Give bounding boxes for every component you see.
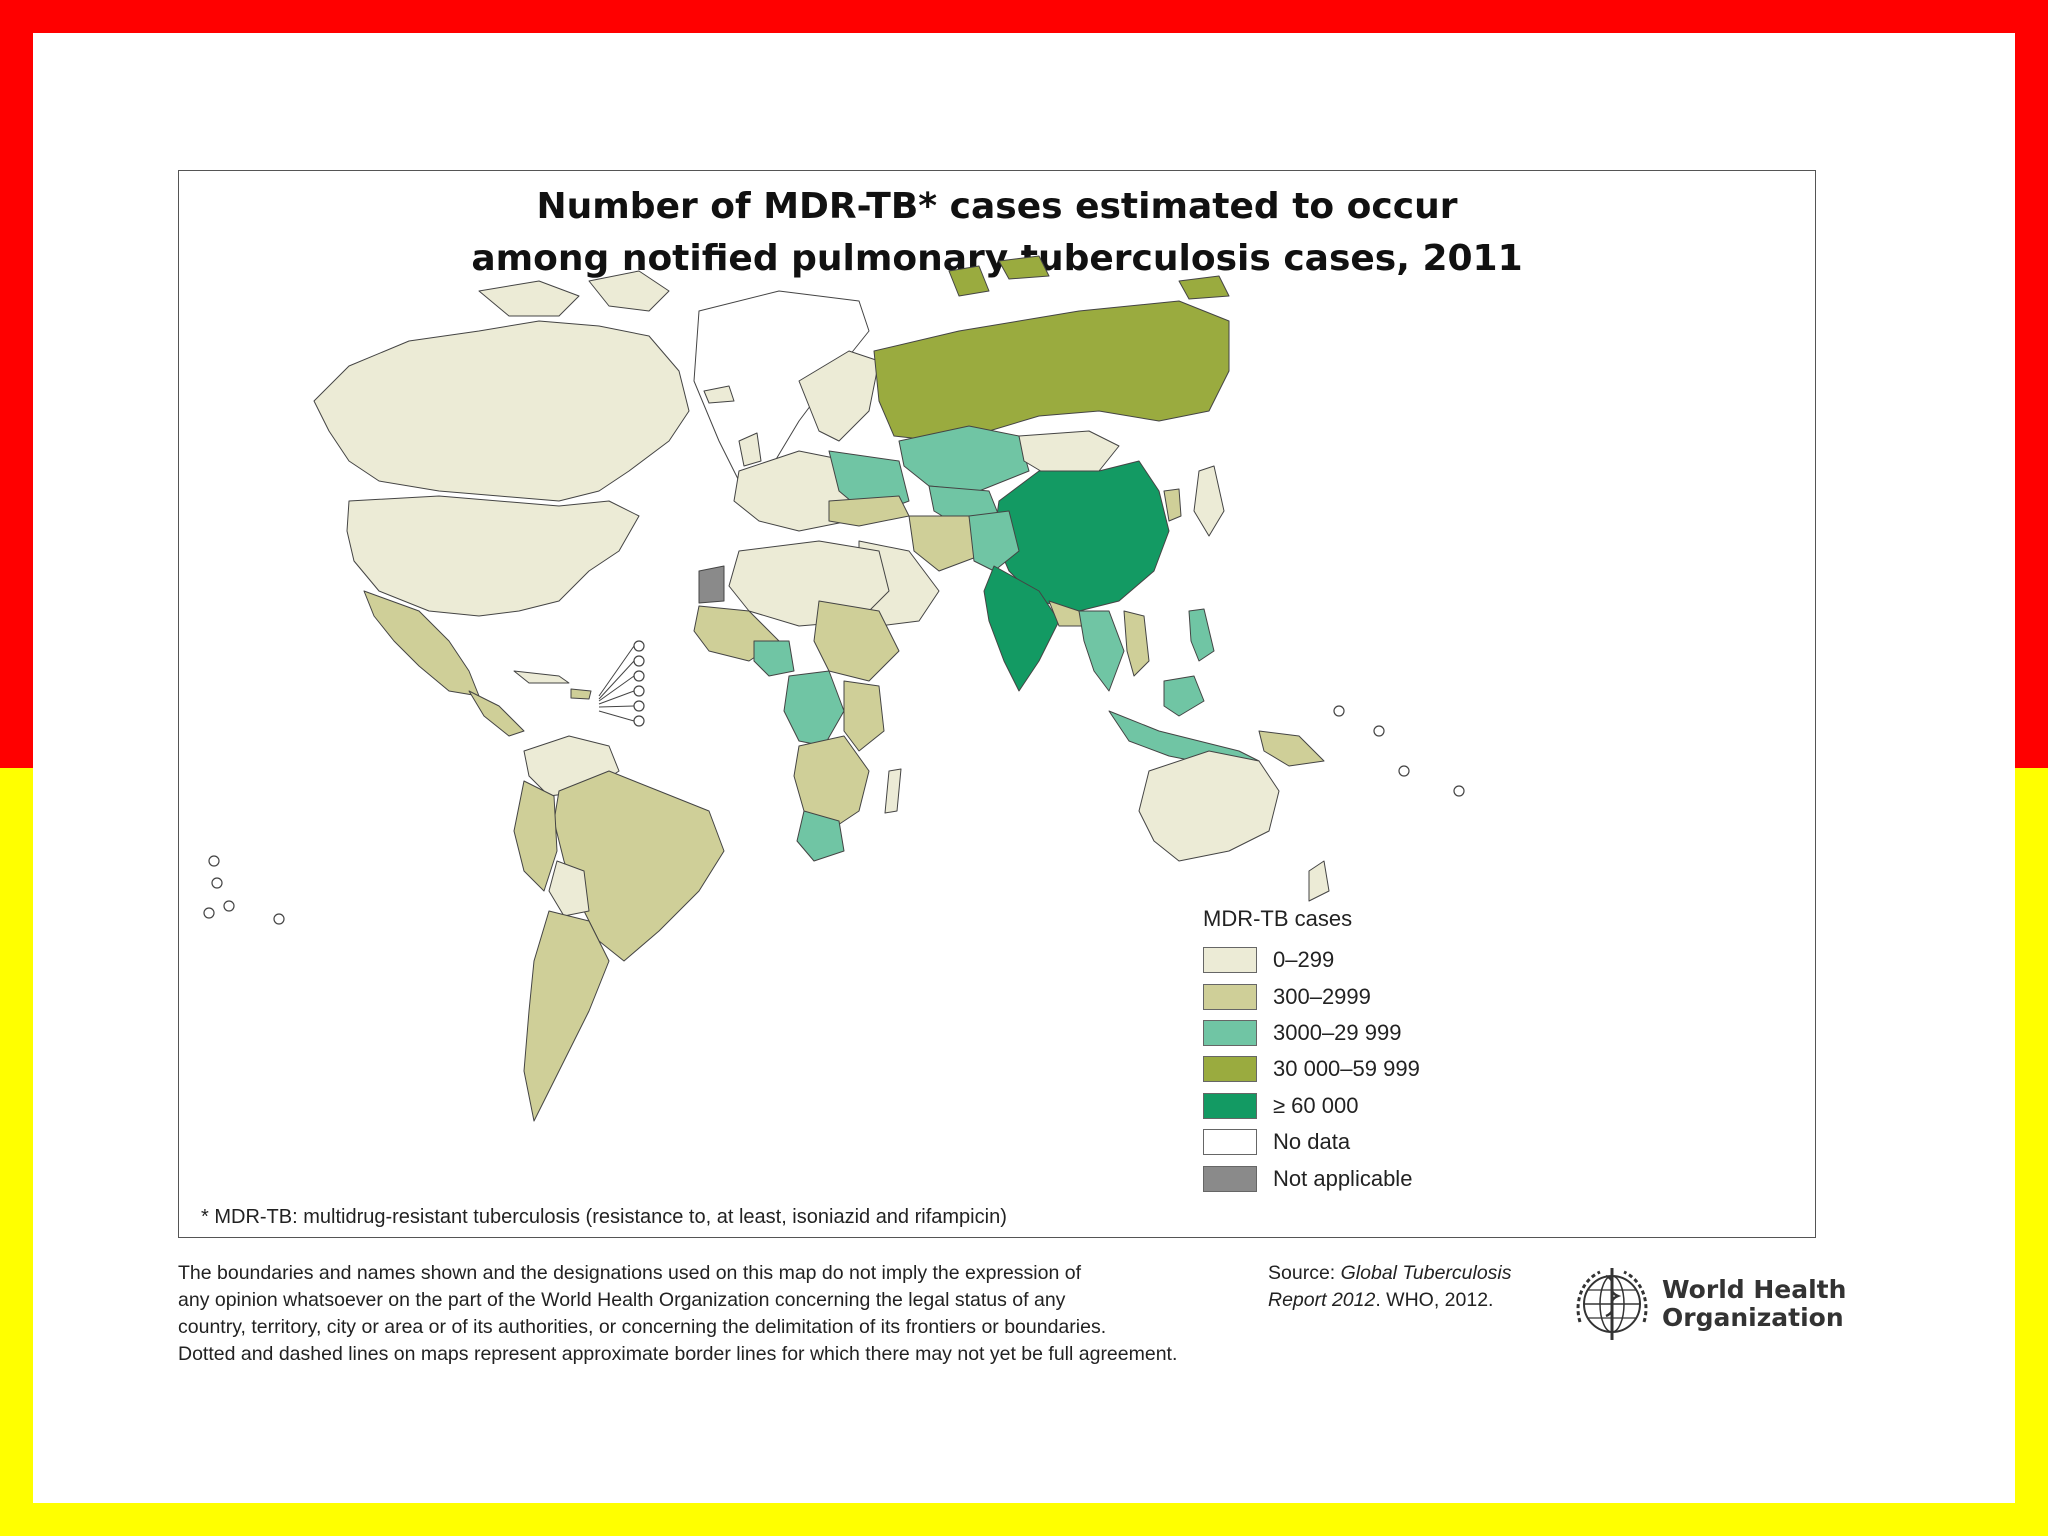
disclaimer-line: The boundaries and names shown and the d…	[178, 1262, 1081, 1284]
legend-label: 30 000–59 999	[1273, 1056, 1420, 1082]
footnote: * MDR-TB: multidrug-resistant tuberculos…	[201, 1206, 1007, 1228]
legend-label: Not applicable	[1273, 1165, 1413, 1191]
legend: MDR-TB cases 0–299 300–2999 3000–29 999 …	[1203, 906, 1420, 1197]
legend-swatch	[1203, 1165, 1257, 1192]
korea	[1163, 488, 1182, 522]
madagascar	[884, 768, 902, 814]
who-name-line1: World Health	[1662, 1275, 1847, 1304]
legend-item: 0–299	[1203, 942, 1420, 978]
australia	[1138, 750, 1280, 862]
world-map	[203, 255, 1465, 1122]
china	[993, 460, 1170, 612]
new-zealand	[1308, 860, 1330, 902]
vietnam	[1123, 610, 1150, 677]
disclaimer-line: country, territory, city or area or of i…	[178, 1316, 1107, 1338]
iceland	[703, 385, 735, 404]
map-title-line2: among notified pulmonary tuberculosis ca…	[471, 238, 1523, 279]
scandinavia	[798, 350, 880, 442]
legend-swatch	[1203, 1092, 1257, 1119]
philippines	[1188, 608, 1215, 662]
legend-label: 0–299	[1273, 947, 1335, 973]
source-prefix: Source:	[1268, 1262, 1341, 1284]
sudan-ethiopia	[813, 600, 900, 682]
hispaniola	[570, 688, 592, 700]
legend-label: 300–2999	[1273, 983, 1371, 1009]
cuba	[513, 670, 570, 684]
nigeria	[753, 640, 795, 677]
brazil	[553, 770, 725, 962]
canada	[313, 320, 690, 502]
source-publication: Global Tuberculosis	[1340, 1262, 1512, 1284]
who-name-line2: Organization	[1662, 1303, 1844, 1332]
central-america	[468, 690, 525, 737]
legend-swatch	[1203, 1056, 1257, 1083]
pakistan-afghanistan	[968, 510, 1020, 572]
who-logo: World Health Organization	[1570, 1262, 1846, 1346]
source-credit: Source: Global Tuberculosis Report 2012.…	[1268, 1260, 1512, 1314]
legend-swatch	[1203, 1019, 1257, 1046]
myanmar-thailand	[1078, 610, 1125, 692]
iran	[908, 515, 980, 572]
legend-item: Not applicable	[1203, 1160, 1420, 1196]
turkey	[828, 495, 910, 527]
russia-islands	[948, 255, 1230, 300]
map-panel: Number of MDR-TB* cases estimated to occ…	[178, 170, 1816, 1238]
legend-swatch	[1203, 983, 1257, 1010]
argentina-chile	[523, 910, 610, 1122]
disclaimer-line: Dotted and dashed lines on maps represen…	[178, 1343, 1178, 1365]
caribbean-leader-lines	[598, 645, 635, 722]
bolivia	[548, 860, 590, 917]
south-africa	[796, 810, 845, 862]
legend-label: No data	[1273, 1129, 1351, 1155]
legend-item: 3000–29 999	[1203, 1015, 1420, 1051]
disclaimer-line: any opinion whatsoever on the part of th…	[178, 1289, 1066, 1311]
who-name: World Health Organization	[1662, 1276, 1846, 1332]
legend-item: 30 000–59 999	[1203, 1051, 1420, 1087]
legend-item: No data	[1203, 1124, 1420, 1160]
congo	[783, 670, 845, 747]
russia	[873, 300, 1230, 442]
peru-ecuador	[513, 780, 558, 892]
map-title-line1: Number of MDR-TB* cases estimated to occ…	[536, 186, 1458, 227]
southern-africa	[793, 735, 870, 832]
papua	[1258, 730, 1325, 767]
legend-swatch	[1203, 1129, 1257, 1156]
japan	[1193, 465, 1225, 537]
western-sahara	[698, 565, 725, 604]
india	[983, 565, 1060, 692]
island-markers	[203, 640, 1465, 925]
legend-title: MDR-TB cases	[1203, 906, 1353, 931]
legend-item: ≥ 60 000	[1203, 1088, 1420, 1124]
usa	[346, 495, 640, 617]
kazakhstan	[898, 425, 1030, 492]
legend-swatch	[1203, 947, 1257, 974]
legend-label: ≥ 60 000	[1273, 1092, 1359, 1118]
disclaimer: The boundaries and names shown and the d…	[178, 1260, 1268, 1368]
borneo	[1163, 675, 1205, 717]
uk	[738, 432, 762, 467]
mexico	[363, 590, 480, 697]
greenland	[693, 290, 870, 482]
east-africa	[843, 680, 885, 752]
map-title: Number of MDR-TB* cases estimated to occ…	[179, 181, 1815, 285]
source-publication-2: Report 2012	[1268, 1289, 1376, 1311]
arctic-islands	[478, 270, 670, 317]
source-suffix: . WHO, 2012.	[1375, 1289, 1494, 1311]
legend-item: 300–2999	[1203, 978, 1420, 1014]
legend-label: 3000–29 999	[1273, 1019, 1402, 1045]
who-emblem-icon	[1576, 1268, 1648, 1340]
